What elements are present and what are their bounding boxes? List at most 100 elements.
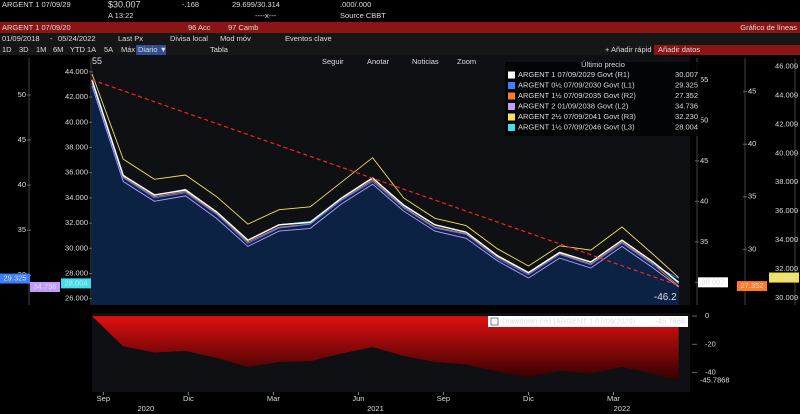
- trend-change: -46.2: [654, 292, 677, 303]
- ticker: ARGENT 1 07/09/29: [2, 0, 71, 9]
- y-tick-label: 30.000: [775, 293, 798, 302]
- legend-title: Último precio: [581, 60, 625, 69]
- year-label: 2021: [367, 404, 384, 413]
- chart-tool[interactable]: Anotar: [367, 57, 390, 66]
- table[interactable]: Tabla: [210, 45, 229, 54]
- y-tick-label: 40.000: [65, 117, 88, 126]
- series-line: [91, 79, 680, 283]
- legend-swatch: [508, 71, 515, 79]
- series-line: [91, 85, 679, 288]
- x-tick-label: Dic: [183, 394, 194, 403]
- x-tick-label: Dic: [523, 394, 534, 403]
- period-bg: [136, 45, 166, 55]
- x-tick-label: Mar: [607, 394, 620, 403]
- y-tick-label: 28.000: [65, 268, 88, 277]
- field[interactable]: Last Px: [118, 34, 143, 43]
- add-data[interactable]: Añadir datos: [658, 45, 700, 54]
- dash: -: [50, 34, 53, 43]
- security[interactable]: ARGENT 1 07/09/20: [2, 23, 71, 32]
- y-tick-label: 0: [705, 311, 709, 320]
- dd-last: -45.7868: [700, 376, 730, 385]
- price: $30.007: [108, 0, 141, 9]
- sep: ----x---: [255, 11, 277, 20]
- y-tick-label: 30.000: [65, 243, 88, 252]
- yield: .000/.000: [340, 0, 371, 9]
- y-tick-label: 40: [700, 196, 708, 205]
- chart-tool[interactable]: Noticias: [412, 57, 439, 66]
- last-box: [30, 281, 60, 292]
- legend-label: ARGENT 0½ 07/09/2030 Govt (L1): [518, 80, 635, 89]
- dd-legend-label: Drawdown (%) (ARGENT 1 07/09/2029): [502, 316, 636, 325]
- dd-legend-value: -45.7868: [655, 316, 685, 325]
- last-box-label: 32.230: [773, 273, 796, 282]
- last-box: [61, 278, 91, 289]
- range-button[interactable]: 1M: [36, 45, 46, 54]
- last-box-label: 30.007: [702, 277, 725, 286]
- last-box: [737, 281, 767, 292]
- legend-value: 28.004: [675, 122, 698, 131]
- y-tick-label: 40: [18, 180, 26, 189]
- y-tick-label: 46.000: [775, 62, 798, 71]
- y-tick-label: 35: [18, 225, 26, 234]
- legend-label: ARGENT 1 07/09/2029 Govt (R1): [518, 70, 630, 79]
- start-date[interactable]: 01/09/2018: [2, 34, 40, 43]
- camb[interactable]: 97 Camb: [228, 23, 258, 32]
- legend-bg: [505, 62, 701, 136]
- range-button[interactable]: YTD: [70, 45, 86, 54]
- range-button[interactable]: 3D: [19, 45, 29, 54]
- mov[interactable]: Mod móv: [220, 34, 251, 43]
- y-tick-label: 40.000: [775, 148, 798, 157]
- events[interactable]: Eventos clave: [285, 34, 332, 43]
- acc[interactable]: 96 Acc: [188, 23, 211, 32]
- change: -.168: [182, 0, 199, 9]
- last-box: [0, 273, 30, 284]
- range-button[interactable]: 1A: [87, 45, 96, 54]
- legend-value: 29.325: [675, 80, 698, 89]
- y-tick-label: 50: [18, 90, 26, 99]
- end-date[interactable]: 05/24/2022: [58, 34, 96, 43]
- last-box-label: 29.325: [4, 274, 27, 283]
- legend-value: 32.230: [675, 112, 698, 121]
- add-bg: [654, 45, 800, 55]
- last-box-label: 28.004: [65, 278, 88, 287]
- y-tick-label: 26.000: [65, 294, 88, 303]
- title-bar: [0, 22, 800, 33]
- range-button[interactable]: Máx: [121, 45, 135, 54]
- series-line: [91, 83, 679, 279]
- range-button[interactable]: 1D: [2, 45, 12, 54]
- last-box-label: 27.352: [741, 281, 764, 290]
- drawdown-area: [92, 316, 679, 381]
- x-tick-label: Jun: [352, 394, 364, 403]
- legend-label: ARGENT 1½ 07/09/2035 Govt (R2): [518, 91, 636, 100]
- legend-swatch: [508, 92, 515, 100]
- range-button[interactable]: 6M: [53, 45, 63, 54]
- chart-tool[interactable]: Zoom: [457, 57, 476, 66]
- y-tick-label: 36.000: [65, 168, 88, 177]
- currency[interactable]: Divisa local: [170, 34, 208, 43]
- range-button[interactable]: 5A: [104, 45, 113, 54]
- y-tick-label: 35: [700, 237, 708, 246]
- y-tick-label: -40: [705, 368, 716, 377]
- time: A 13:22: [108, 11, 133, 20]
- legend-swatch: [508, 103, 515, 110]
- y-tick-label: 42.000: [65, 92, 88, 101]
- layer: 1D 3D 1M 6M YTD 1A 5A Máx Diario ▼ Seguir Anotar No…: [0, 45, 799, 413]
- y-tick-label: 45: [700, 156, 708, 165]
- year-label: 2022: [614, 404, 631, 413]
- x-tick-label: Sep: [437, 394, 450, 403]
- last-box: [698, 277, 728, 288]
- year-label: 2020: [138, 404, 155, 413]
- quick-add[interactable]: + Añadir rápid: [605, 45, 652, 54]
- last-box-label: 34.736: [34, 282, 57, 291]
- legend-label: ARGENT 1½ 07/09/2046 Govt (L3): [518, 122, 635, 131]
- chart-tool[interactable]: Seguir: [322, 57, 344, 66]
- dd-legend-swatch: [490, 317, 499, 326]
- legend-swatch: [508, 113, 515, 121]
- y-tick-label: 45: [748, 87, 756, 96]
- legend-label: ARGENT 2 01/09/2038 Govt (L2): [518, 101, 629, 110]
- period[interactable]: Diario ▼: [138, 45, 167, 54]
- legend-value: 30.007: [675, 70, 698, 79]
- dd-legend-bg: [488, 316, 688, 327]
